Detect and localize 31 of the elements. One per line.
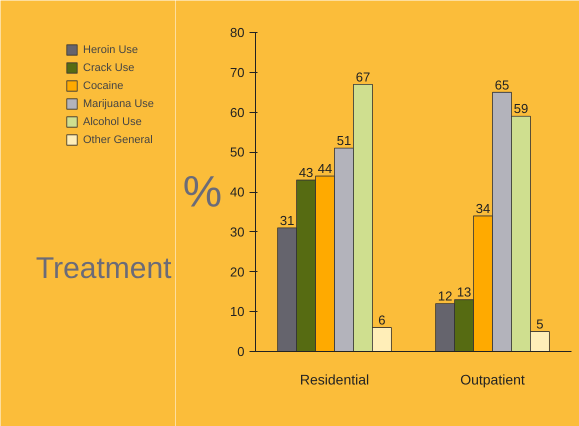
data-label: 59: [514, 101, 528, 116]
y-tick-label: 10: [230, 304, 245, 320]
legend-label: Cocaine: [83, 79, 124, 92]
y-tick-label: 70: [230, 64, 245, 80]
y-tick-label: 30: [230, 224, 245, 240]
data-label: 13: [456, 284, 472, 300]
legend-label: Marijuana Use: [83, 97, 154, 110]
data-label: 5: [536, 316, 544, 332]
data-label: 43: [298, 165, 314, 180]
legend-label: Heroin Use: [83, 43, 138, 56]
data-label: 34: [476, 200, 490, 216]
data-label: 51: [336, 133, 352, 148]
y-tick-label: 20: [230, 264, 245, 280]
data-label: 44: [318, 161, 332, 176]
y-tick-label: 50: [230, 144, 245, 160]
y-tick-label: 40: [230, 184, 245, 200]
legend-label: Crack Use: [83, 61, 134, 74]
legend-label: Alcohol Use: [83, 115, 142, 128]
y-axis-title: %: [182, 168, 222, 216]
legend-label: Other General: [83, 133, 153, 146]
data-label: 67: [356, 69, 370, 84]
y-tick-label: 80: [230, 25, 245, 40]
data-label: 6: [378, 312, 386, 328]
x-tick-label: Residential: [300, 372, 370, 388]
data-label: 31: [280, 212, 294, 228]
y-tick-label: 0: [237, 344, 245, 359]
text: Treatment: [36, 252, 172, 285]
data-label: 65: [494, 77, 510, 92]
data-label: 12: [438, 288, 452, 304]
y-tick-label: 60: [230, 104, 245, 120]
x-tick-label: Outpatient: [460, 372, 525, 388]
